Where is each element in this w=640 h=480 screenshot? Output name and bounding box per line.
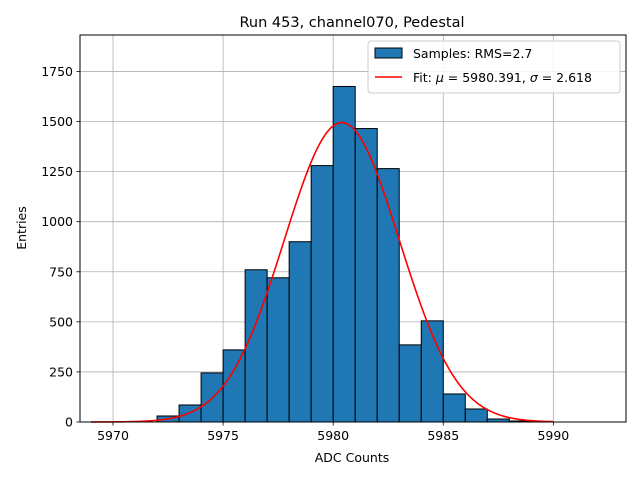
y-tick-label: 1500: [41, 114, 73, 129]
legend-label-samples: Samples: RMS=2.7: [413, 46, 532, 61]
legend-label-fit: Fit: μ = 5980.391, σ = 2.618: [413, 70, 592, 85]
histogram-bar: [288, 241, 312, 423]
plot-area: [79, 34, 627, 423]
y-tick-label: 1750: [41, 64, 73, 79]
legend-fit-sigma-symbol: σ: [530, 70, 539, 85]
y-tick-label: 1000: [41, 214, 73, 229]
y-tick-label: 0: [65, 415, 73, 430]
histogram-bar: [222, 349, 246, 423]
legend-fit-prefix: Fit:: [413, 70, 436, 85]
y-axis-label: Entries: [14, 206, 29, 250]
gaussian-fit-line: [91, 121, 554, 423]
legend-box: [367, 40, 621, 94]
x-axis: 5970 5975 5980 5985 5990: [97, 422, 569, 443]
histogram-bar: [464, 408, 488, 423]
histogram-bar: [398, 344, 422, 423]
chart-title: Run 453, channel070, Pedestal: [239, 15, 464, 31]
histogram-bar: [442, 393, 466, 423]
y-tick-label: 500: [49, 314, 73, 329]
x-tick-label: 5980: [317, 428, 349, 443]
y-tick-label: 1250: [41, 164, 73, 179]
plot-frame: [79, 34, 627, 423]
y-tick-label: 750: [49, 264, 73, 279]
y-axis: 0 250 500 750 1000 1250 1500 1750: [41, 64, 80, 430]
legend-fit-mu-symbol: μ: [435, 70, 444, 85]
x-axis-label: ADC Counts: [315, 450, 390, 465]
legend: Samples: RMS=2.7 Fit: μ = 5980.391, σ = …: [367, 40, 621, 94]
histogram-bar: [244, 269, 268, 423]
x-tick-label: 5985: [427, 428, 459, 443]
y-tick-label: 250: [49, 364, 73, 379]
x-tick-label: 5990: [537, 428, 569, 443]
histogram-bar: [354, 128, 378, 423]
histogram-bar: [266, 277, 290, 423]
legend-fit-sigma-value: = 2.618: [538, 70, 592, 85]
histogram-bar: [310, 165, 334, 423]
histogram-bar: [332, 85, 356, 423]
legend-fit-mu-value: = 5980.391,: [444, 70, 530, 85]
legend-swatch-samples: [374, 47, 403, 59]
x-tick-label: 5975: [207, 428, 239, 443]
x-tick-label: 5970: [97, 428, 129, 443]
